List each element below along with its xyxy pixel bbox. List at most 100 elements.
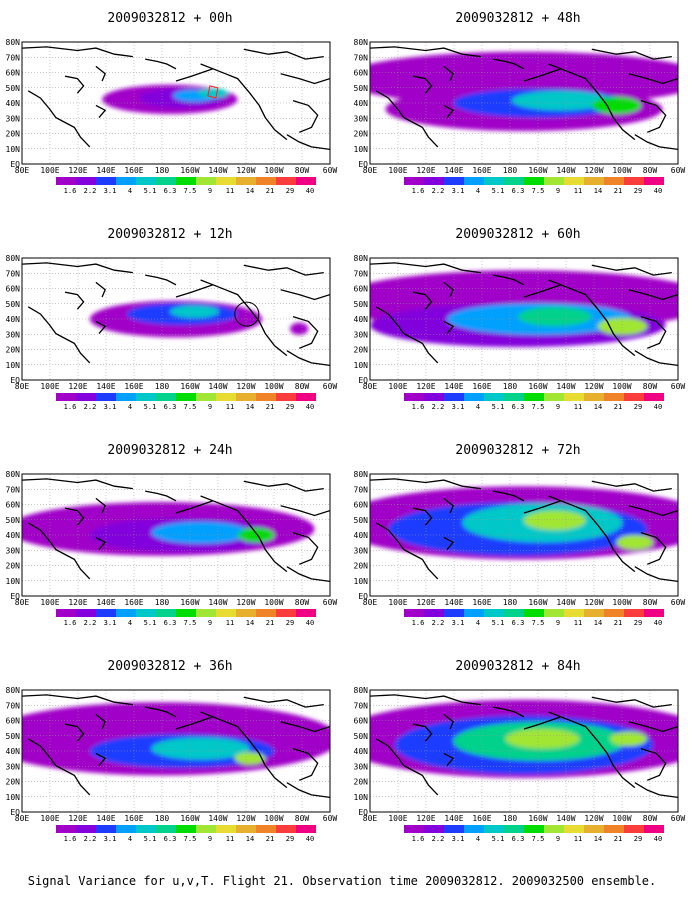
colorbar-swatch [256, 609, 276, 617]
coastline [548, 63, 636, 141]
coastline [280, 721, 330, 733]
colorbar-level: 14 [246, 835, 254, 843]
colorbar-level: 4 [476, 403, 480, 411]
colorbar-swatch [176, 825, 196, 833]
coastline [523, 716, 562, 730]
lon-tick-label: 100W [612, 382, 631, 391]
colorbar-swatch [236, 609, 256, 617]
lat-tick-label: 10N [354, 577, 369, 586]
lon-tick-label: 80E [363, 382, 378, 391]
lat-tick-label: 60N [6, 285, 21, 294]
coastline [286, 782, 330, 799]
coastline [370, 262, 481, 274]
colorbar-level: 3.1 [104, 403, 117, 411]
colorbar-swatch [604, 393, 624, 401]
colorbar-level: 3.1 [452, 403, 465, 411]
colorbar: 1.6 2.2 3.1 4 5.1 6.3 7.5 9 11 14 21 29 40 [56, 609, 316, 627]
colorbar-level: 9 [556, 619, 560, 627]
panel-title: 2009032812 + 36h [107, 659, 232, 674]
colorbar-level: 2.2 [432, 619, 445, 627]
lat-tick-label: EQ [358, 808, 368, 817]
lon-tick-label: 160E [124, 598, 143, 607]
variance-contour [591, 96, 642, 114]
coastline [493, 706, 525, 718]
lat-tick-label: 20N [354, 346, 369, 355]
lon-tick-label: 120W [584, 598, 603, 607]
variance-contour [511, 90, 611, 111]
panel-title: 2009032812 + 60h [455, 227, 580, 242]
colorbar-level: 2.2 [84, 187, 97, 195]
coastline [412, 723, 433, 742]
colorbar-level: 1.6 [412, 403, 425, 411]
colorbar-swatch [544, 609, 564, 617]
lon-tick-label: 100E [40, 814, 59, 823]
lat-tick-label: 70N [6, 485, 21, 494]
colorbar-level: 6.3 [512, 835, 525, 843]
lon-tick-label: 120W [236, 166, 255, 175]
lon-tick-label: 120W [236, 814, 255, 823]
coastline [493, 274, 525, 286]
colorbar-level: 7.5 [532, 403, 545, 411]
colorbar-swatch [524, 177, 544, 185]
colorbar-level: 7.5 [532, 835, 545, 843]
lat-tick-label: 80N [6, 254, 21, 263]
lat-tick-label: 20N [6, 130, 21, 139]
colorbar-level: 5.1 [492, 619, 505, 627]
lon-tick-label: 80E [363, 166, 378, 175]
colorbar-level: 29 [286, 619, 294, 627]
colorbar-swatch [404, 393, 424, 401]
colorbar-swatch [484, 177, 504, 185]
colorbar-level: 11 [574, 187, 582, 195]
map-frame [21, 41, 331, 165]
coastline [640, 531, 667, 565]
lon-tick-label: 80W [295, 166, 310, 175]
lat-tick-label: 30N [354, 114, 369, 123]
lat-tick-label: 30N [354, 330, 369, 339]
lon-tick-label: 120E [416, 814, 435, 823]
lat-tick-label: 10N [354, 145, 369, 154]
coastline [95, 281, 106, 298]
colorbar-level: 21 [266, 187, 274, 195]
lon-tick-label: 140E [96, 598, 115, 607]
lat-tick-label: 50N [354, 732, 369, 741]
lat-tick-label: 20N [6, 562, 21, 571]
lat-tick-label: 20N [6, 346, 21, 355]
coastline [243, 696, 324, 708]
lat-tick-label: 40N [354, 747, 369, 756]
colorbar-level: 9 [208, 835, 212, 843]
coastline [628, 721, 678, 733]
lon-tick-label: 120E [416, 598, 435, 607]
lat-tick-label: 10N [6, 145, 21, 154]
colorbar-level: 7.5 [184, 835, 197, 843]
colorbar-swatch [176, 609, 196, 617]
colorbar-swatch [276, 609, 296, 617]
colorbar-level: 40 [654, 187, 662, 195]
colorbar-level: 21 [266, 619, 274, 627]
lat-tick-label: 40N [354, 315, 369, 324]
colorbar-swatch [424, 393, 444, 401]
lat-tick-label: 80N [354, 38, 369, 47]
lat-tick-label: 20N [354, 130, 369, 139]
coastline [280, 73, 330, 85]
lat-tick-label: EQ [10, 592, 20, 601]
colorbar-swatch [236, 825, 256, 833]
lon-tick-label: 100W [264, 166, 283, 175]
coastline [145, 706, 177, 718]
variance-contour [197, 88, 229, 99]
coastline [628, 289, 678, 301]
colorbar-swatch [256, 825, 276, 833]
lat-tick-label: 30N [6, 546, 21, 555]
lon-tick-label: 160E [472, 166, 491, 175]
coastline [175, 716, 214, 730]
colorbar-swatch [424, 609, 444, 617]
colorbar-swatch [444, 177, 464, 185]
lon-tick-label: 100W [264, 814, 283, 823]
lat-tick-label: 10N [6, 577, 21, 586]
coastline [375, 738, 439, 796]
lon-tick-label: 60W [323, 166, 338, 175]
lat-tick-label: 70N [6, 53, 21, 62]
colorbar-level: 3.1 [104, 619, 117, 627]
lat-tick-label: 50N [6, 84, 21, 93]
coastline [634, 134, 678, 151]
